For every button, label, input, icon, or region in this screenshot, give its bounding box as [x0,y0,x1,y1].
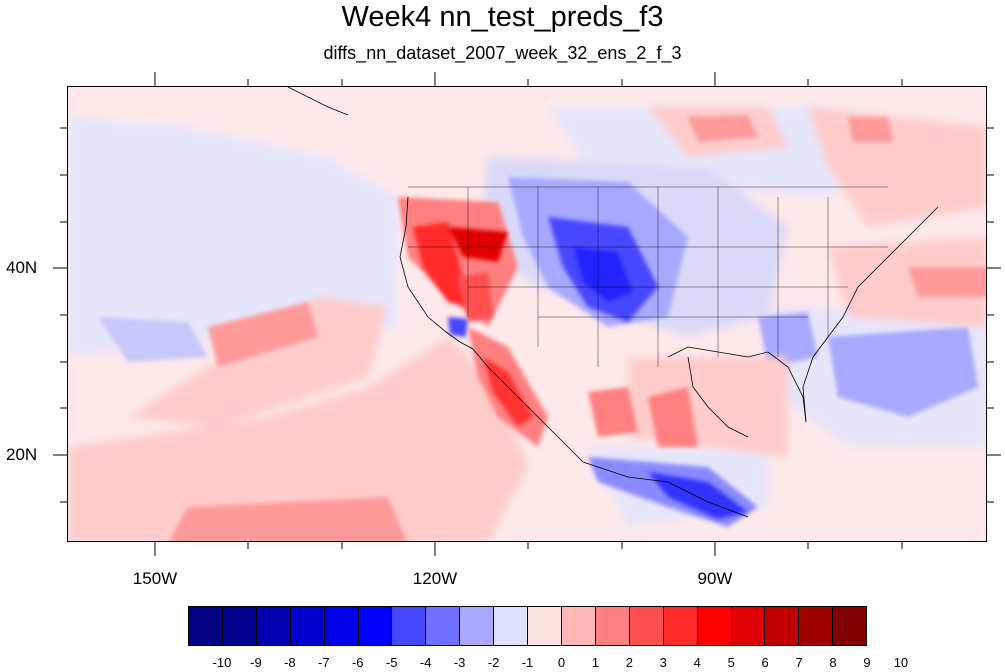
plot-title: Week4 nn_test_preds_f3 [341,1,664,33]
colorbar-tick-label: 4 [693,655,701,670]
lat-label-40n: 40N [6,258,38,277]
colorbar-box [629,607,664,645]
colorbar-tick-label: -5 [385,655,398,670]
lon-label-150w: 150W [132,569,178,588]
colorbar-box [324,607,359,645]
coastlines [287,87,939,518]
colorbar-tick-label: 8 [829,655,837,670]
positive-field-light [68,107,986,541]
colorbar-box [528,607,562,645]
colorbar-box [426,607,461,645]
colorbar-tick-label: 10 [893,655,909,670]
colorbar-box [765,607,800,645]
colorbar-tick-label: 6 [761,655,769,670]
lon-label-120w: 120W [412,569,458,588]
colorbar-tick-label: -1 [521,655,534,670]
colorbar-box [731,607,766,645]
contour-field [68,87,986,541]
colorbar-tick-label: -4 [419,655,432,670]
colorbar-tick-label: -9 [250,655,262,670]
colorbar-box [460,607,495,645]
colorbar-box [663,607,698,645]
lat-label-20n: 20N [6,445,38,464]
positive-field-strong [413,222,533,427]
colorbar-tick-label: 2 [625,655,633,670]
colorbar-box [222,607,257,645]
colorbar-box [561,607,596,645]
colorbar-box [799,607,834,645]
colorbar-tick-label: -6 [351,655,364,670]
colorbar-tick-label: 5 [727,655,735,670]
map-panel [67,86,987,542]
colorbar-tick-label: -2 [487,655,500,670]
colorbar-tick-label: -8 [284,655,296,670]
colorbar-box [833,607,867,645]
colorbar-box [358,607,393,645]
colorbar-tick-label: 0 [557,655,566,670]
colorbar [188,606,867,646]
colorbar-tick-label: 3 [659,655,667,670]
colorbar-box [494,607,529,645]
colorbar-box [392,607,427,645]
lon-label-90w: 90W [697,569,733,588]
plot-subtitle: diffs_nn_dataset_2007_week_32_ens_2_f_3 [323,43,682,63]
colorbar-tick-label: 9 [863,655,871,670]
colorbar-box [189,607,223,645]
state-borders [408,186,888,367]
colorbar-tick-label: -7 [318,655,330,670]
colorbar-box [256,607,291,645]
colorbar-box [290,607,325,645]
colorbar-box [595,607,630,645]
colorbar-tick-label: -3 [453,655,466,670]
colorbar-tick-label: -10 [212,655,232,670]
colorbar-tick-label: 1 [591,655,599,670]
colorbar-tick-label: 7 [795,655,803,670]
colorbar-box [697,607,732,645]
